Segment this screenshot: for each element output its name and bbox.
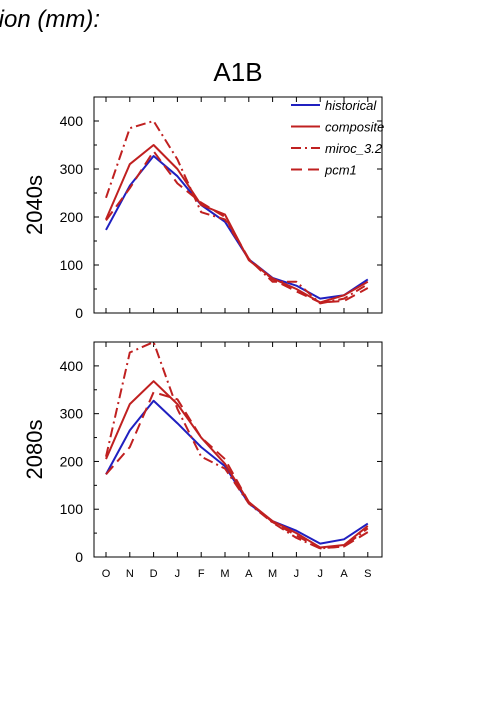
legend-label: miroc_3.2: [325, 141, 383, 156]
panel-frame: [93, 341, 383, 558]
y-tick-label: 200: [60, 453, 84, 469]
series-line-historical: [105, 399, 369, 545]
row-label: 2040s: [22, 175, 47, 235]
panel-frame: [93, 96, 383, 314]
y-tick-label: 100: [60, 501, 84, 517]
series-line-composite: [105, 380, 369, 549]
x-tick-label: M: [268, 568, 277, 580]
y-tick-label: 200: [60, 209, 84, 225]
x-tick-label: J: [294, 568, 300, 580]
x-tick-label: D: [150, 568, 158, 580]
y-tick-label: 300: [60, 161, 84, 177]
legend: historical composite miroc_3.2 pcm1: [291, 98, 384, 178]
row-label: 2080s: [22, 420, 47, 480]
x-tick-label: A: [340, 568, 348, 580]
y-tick-label: 400: [60, 113, 84, 129]
series-line-historical: [105, 155, 369, 300]
x-tick-label: M: [220, 568, 229, 580]
y-tick-label: 300: [60, 406, 84, 422]
x-tick-label: J: [175, 568, 181, 580]
y-tick-label: 0: [75, 305, 83, 321]
y-tick-label: 100: [60, 257, 84, 273]
header-title: tion (mm):: [0, 6, 100, 33]
y-tick-label: 400: [60, 358, 84, 374]
series-line-miroc-3-2: [105, 341, 369, 550]
series-line-pcm1: [105, 150, 369, 304]
panel-2040s: 2040s 0 100 200 300 400 historical composite mir…: [22, 96, 384, 321]
x-tick-label: O: [102, 568, 111, 580]
legend-label: composite: [325, 120, 384, 135]
x-tick-label: S: [364, 568, 371, 580]
y-tick-label: 0: [75, 549, 83, 565]
legend-label: pcm1: [324, 163, 357, 178]
chart-panels: 2040s 0 100 200 300 400 historical composite mir…: [22, 96, 384, 580]
x-tick-label: N: [126, 568, 134, 580]
series-line-pcm1: [105, 391, 369, 550]
legend-label: historical: [325, 98, 377, 113]
x-tick-label: A: [245, 568, 253, 580]
x-tick-label: F: [198, 568, 205, 580]
x-tick-label: J: [317, 568, 323, 580]
panel-2080s: 2080s 0 100 200 300 400 O N D J F M A M J J A S: [22, 341, 383, 580]
scenario-title: A1B: [213, 57, 262, 87]
